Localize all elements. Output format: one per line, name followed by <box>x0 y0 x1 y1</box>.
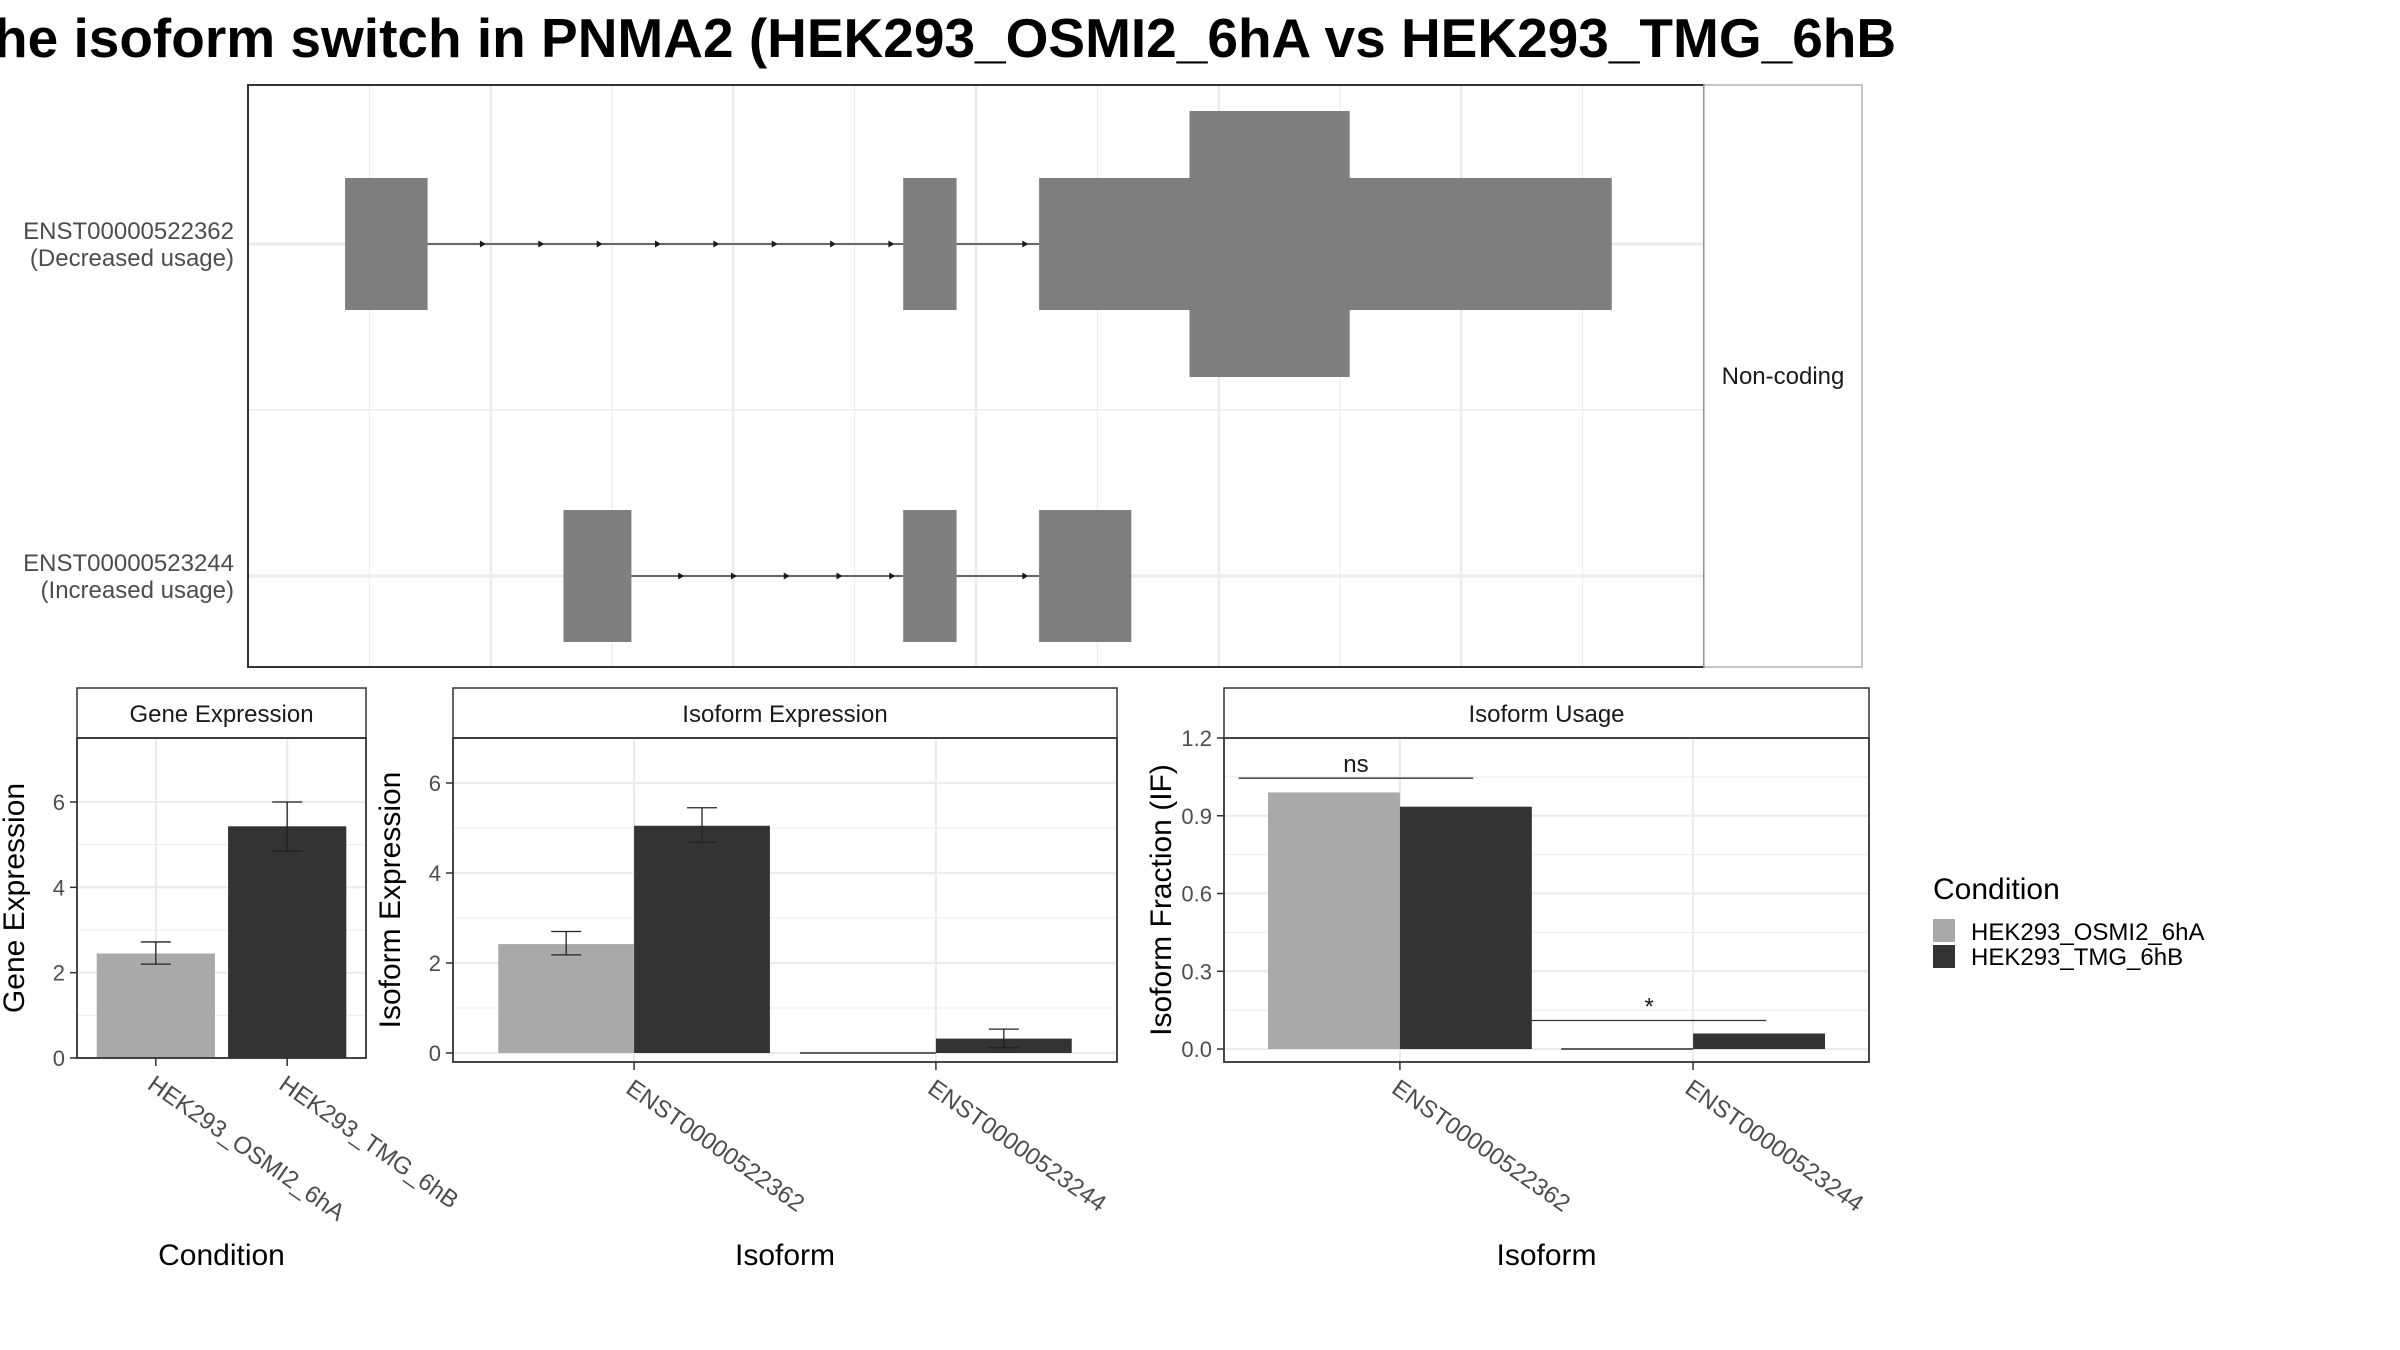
bar-HEK293_TMG_6hB <box>1693 1033 1826 1050</box>
y-tick-label: 0 <box>53 1046 65 1071</box>
intron-direction-arrow <box>783 572 790 580</box>
legend-swatch-tmg <box>1933 945 1955 968</box>
intron-direction-arrow <box>655 240 662 248</box>
intron-direction-arrow <box>836 572 843 580</box>
exon-2 <box>903 510 957 642</box>
y-axis-title: Isoform Expression <box>374 772 407 1029</box>
bar-HEK293_TMG_6hB <box>1399 806 1532 1050</box>
cds-block-1 <box>1189 111 1350 377</box>
intron-direction-arrow <box>596 240 603 248</box>
transcript-ENST00000523244 <box>563 510 1132 642</box>
panel-isoform-expression: Isoform Expression 0 2 4 6 ENST00000522362 ENS… <box>374 687 1118 1272</box>
legend-swatch-osmi2 <box>1933 919 1955 942</box>
x-axis-title: Isoform <box>735 1239 835 1272</box>
bar-panels: Gene Expression0246HEK293_OSMI2_6hAHEK29… <box>0 687 1870 1272</box>
bar-HEK293_TMG_6hB <box>634 825 770 1053</box>
panel-isoform-usage: Isoform Usage 0.0 0.3 0.6 0.9 1.2 ns * ENST00000… <box>1145 687 1870 1272</box>
panel-strip <box>76 687 367 739</box>
y-tick-label: 0.3 <box>1181 959 1212 984</box>
transcript-tracks <box>345 111 1612 642</box>
y-tick-label: 2 <box>53 961 65 986</box>
intron-direction-arrow <box>713 240 720 248</box>
legend-title: Condition <box>1933 873 2060 906</box>
y-tick-label: 0.6 <box>1181 882 1212 907</box>
y-tick-label: 6 <box>53 790 65 815</box>
intron-direction-arrow <box>730 572 737 580</box>
exon-1 <box>345 178 428 310</box>
y-tick-label: 6 <box>429 771 441 796</box>
legend: Condition HEK293_OSMI2_6hA HEK293_TMG_6h… <box>1933 873 2204 971</box>
y-tick-label: 0.0 <box>1181 1037 1212 1062</box>
panel-title: Isoform Usage <box>1468 701 1624 728</box>
transcript-usage-note: (Increased usage) <box>41 577 234 604</box>
x-tick-label: ENST00000522362 <box>621 1075 809 1218</box>
intron-direction-arrow <box>678 572 685 580</box>
panel-frame <box>1223 737 1870 1063</box>
panel-strip <box>452 687 1118 739</box>
y-axis-title: Isoform Fraction (IF) <box>1145 764 1178 1036</box>
panel-frame <box>452 737 1118 1063</box>
facet-strip <box>1703 84 1863 668</box>
x-tick-label: ENST00000522362 <box>1387 1075 1575 1218</box>
intron-direction-arrow <box>771 240 778 248</box>
structure-panel: Non-coding ENST00000522362(Decreased usa… <box>23 84 1863 668</box>
y-tick-label: 0.9 <box>1181 804 1212 829</box>
panel-frame <box>76 737 367 1059</box>
bar-HEK293_TMG_6hB <box>228 826 347 1058</box>
intron-direction-arrow <box>889 572 896 580</box>
panel-title: Gene Expression <box>129 701 313 728</box>
x-axis-title: Isoform <box>1496 1239 1596 1272</box>
y-tick-label: 0 <box>429 1041 441 1066</box>
bar-HEK293_OSMI2_6hA <box>96 953 215 1058</box>
transcript-label-ENST00000522362: ENST00000522362 <box>23 218 234 245</box>
y-tick-label: 4 <box>429 861 441 886</box>
chart-title: he isoform switch in PNMA2 (HEK293_OSMI2… <box>0 7 1896 69</box>
panel-title: Isoform Expression <box>682 701 887 728</box>
transcript-label-ENST00000523244: ENST00000523244 <box>23 550 234 577</box>
transcript-usage-note: (Decreased usage) <box>30 245 234 272</box>
facet-strip-label: Non-coding <box>1722 363 1845 390</box>
significance-label: * <box>1644 994 1653 1021</box>
y-tick-label: 2 <box>429 951 441 976</box>
bar-HEK293_OSMI2_6hA <box>1267 792 1400 1050</box>
exon-1 <box>563 510 632 642</box>
y-tick-label: 1.2 <box>1181 726 1212 751</box>
y-axis-title: Gene Expression <box>0 783 31 1013</box>
structure-gridlines <box>248 85 1704 667</box>
y-tick-label: 4 <box>53 875 65 900</box>
intron-direction-arrow <box>538 240 545 248</box>
x-tick-label: ENST00000523244 <box>923 1075 1111 1218</box>
x-axis-title: Condition <box>158 1239 285 1272</box>
panel-strip <box>1223 687 1870 739</box>
transcript-ENST00000522362 <box>345 111 1612 377</box>
exon-3 <box>1039 510 1132 642</box>
transcript-labels: ENST00000522362(Decreased usage) ENST0000… <box>23 218 234 604</box>
bar-HEK293_OSMI2_6hA <box>498 944 635 1053</box>
x-tick-label: ENST00000523244 <box>1680 1075 1868 1218</box>
intron-direction-arrow <box>1022 572 1029 580</box>
significance-label: ns <box>1343 751 1368 778</box>
intron-direction-arrow <box>1022 240 1029 248</box>
intron-direction-arrow <box>888 240 895 248</box>
intron-direction-arrow <box>479 240 486 248</box>
intron-direction-arrow <box>830 240 837 248</box>
legend-label-tmg: HEK293_TMG_6hB <box>1971 944 2183 971</box>
exon-2 <box>903 178 957 310</box>
legend-label-osmi2: HEK293_OSMI2_6hA <box>1971 919 2204 946</box>
